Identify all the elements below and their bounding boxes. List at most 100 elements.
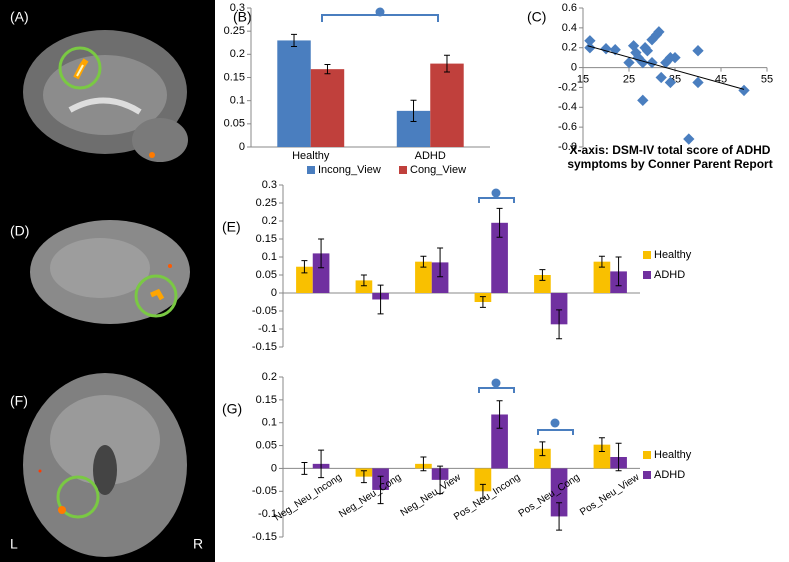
legend-label: Healthy bbox=[654, 449, 692, 461]
y-tick-label: 0.25 bbox=[224, 25, 245, 37]
orientation-label: L bbox=[10, 536, 18, 552]
point bbox=[584, 35, 596, 47]
error-bar bbox=[598, 255, 605, 268]
y-tick-label: 0.15 bbox=[256, 233, 277, 245]
y-tick-label: 0.2 bbox=[230, 48, 245, 60]
legend-label: ADHD bbox=[654, 269, 685, 281]
point bbox=[683, 133, 695, 145]
legend-swatch bbox=[643, 251, 651, 259]
y-tick-label: 0.05 bbox=[224, 118, 245, 130]
y-tick-label: 0.2 bbox=[262, 215, 277, 227]
bar bbox=[550, 293, 568, 325]
error-bar bbox=[539, 441, 546, 457]
y-tick-label: -0.1 bbox=[258, 323, 277, 335]
bar bbox=[593, 444, 611, 469]
point bbox=[637, 94, 649, 106]
error-bar bbox=[420, 456, 427, 472]
y-tick-label: 0.3 bbox=[262, 179, 277, 191]
legend-label: Incong_View bbox=[318, 164, 381, 176]
y-tick-label: -0.4 bbox=[558, 101, 577, 113]
y-tick-label: -0.05 bbox=[252, 485, 277, 497]
x-tick-label: 25 bbox=[623, 73, 635, 85]
legend-swatch bbox=[643, 271, 651, 279]
bar bbox=[310, 69, 345, 147]
bar bbox=[534, 448, 551, 469]
legend-label: Cong_View bbox=[410, 164, 466, 176]
bar bbox=[474, 468, 492, 492]
bar bbox=[534, 275, 551, 293]
y-tick-label: 0.15 bbox=[224, 71, 245, 83]
legend-swatch bbox=[399, 166, 407, 174]
error-bar bbox=[377, 284, 384, 315]
error-bar bbox=[377, 475, 384, 505]
bar bbox=[550, 468, 568, 517]
x-tick-label: 15 bbox=[577, 73, 589, 85]
y-tick-label: 0.05 bbox=[256, 439, 277, 451]
error-bar bbox=[615, 442, 622, 472]
error-bar bbox=[324, 64, 331, 75]
error-bar bbox=[360, 274, 367, 287]
error-bar bbox=[420, 255, 427, 268]
panel-label: (E) bbox=[222, 219, 241, 235]
bar bbox=[593, 261, 611, 293]
panel-label: (B) bbox=[233, 9, 252, 25]
bar bbox=[430, 63, 464, 147]
y-tick-label: 0.05 bbox=[256, 269, 277, 281]
significance-stars bbox=[375, 7, 560, 428]
point bbox=[623, 56, 635, 69]
x-tick-label: Pos_Neu_Cong bbox=[517, 472, 582, 520]
brain-lateral bbox=[30, 220, 190, 324]
bar bbox=[415, 261, 432, 293]
error-bar bbox=[615, 256, 622, 287]
trend-line bbox=[587, 45, 745, 90]
error-bar bbox=[479, 483, 486, 499]
point bbox=[646, 56, 658, 69]
panel-label: (D) bbox=[10, 223, 29, 239]
point bbox=[637, 56, 649, 69]
error-bar bbox=[291, 33, 298, 47]
error-bar bbox=[598, 437, 605, 453]
orientation-label: R bbox=[193, 536, 203, 552]
y-tick-label: -0.05 bbox=[252, 305, 277, 317]
y-tick-label: 0.4 bbox=[562, 22, 577, 34]
y-tick-label: -0.2 bbox=[558, 81, 577, 93]
x-tick-label: Neg_Neu_Cong bbox=[337, 472, 403, 520]
point bbox=[600, 43, 612, 55]
point bbox=[641, 45, 654, 57]
panel-label: (A) bbox=[10, 9, 29, 25]
panel-label: (F) bbox=[10, 393, 28, 409]
y-tick-label: 0.15 bbox=[256, 394, 277, 406]
brain-sagittal bbox=[23, 30, 188, 162]
bar bbox=[277, 40, 311, 147]
y-tick-label: 0.1 bbox=[262, 251, 277, 263]
legend-swatch bbox=[643, 451, 651, 459]
y-tick-label: -0.15 bbox=[252, 341, 277, 353]
bar bbox=[296, 266, 313, 293]
x-tick-label: Pos_Neu_View bbox=[578, 472, 642, 519]
x-tick-label: ADHD bbox=[415, 150, 446, 162]
point bbox=[655, 71, 667, 84]
error-bar bbox=[410, 99, 417, 123]
y-tick-label: 0 bbox=[239, 141, 245, 153]
y-tick-label: 0.25 bbox=[256, 197, 277, 209]
y-tick-label: -0.15 bbox=[252, 531, 277, 543]
bar bbox=[491, 414, 508, 469]
y-tick-label: 0.3 bbox=[230, 2, 245, 14]
error-bar bbox=[496, 400, 503, 429]
y-tick-label: -0.8 bbox=[558, 141, 577, 153]
error-bar bbox=[479, 296, 486, 308]
legend-swatch bbox=[307, 166, 315, 174]
y-tick-label: 0.1 bbox=[230, 95, 245, 107]
legend-swatch bbox=[643, 471, 651, 479]
y-tick-label: 0 bbox=[271, 287, 277, 299]
y-tick-label: 0.1 bbox=[262, 417, 277, 429]
error-bar bbox=[437, 247, 444, 278]
point bbox=[584, 42, 596, 54]
error-bar bbox=[556, 502, 563, 531]
error-bar bbox=[496, 207, 503, 238]
point bbox=[738, 84, 750, 97]
y-tick-label: -0.6 bbox=[558, 121, 577, 133]
y-tick-label: 0.6 bbox=[562, 2, 577, 14]
